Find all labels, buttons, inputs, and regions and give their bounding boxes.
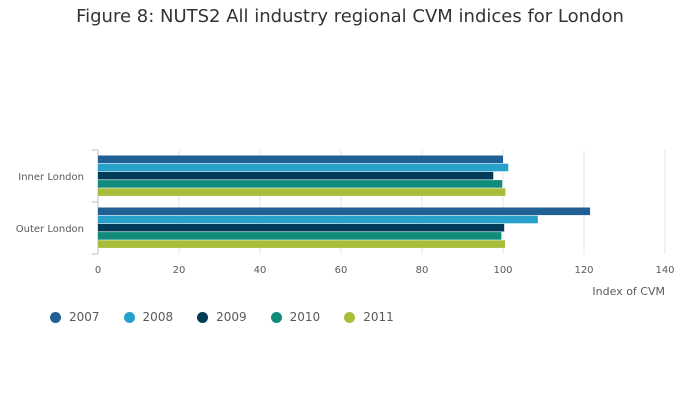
legend-label: 2008 (142, 310, 174, 324)
x-tick-label: 80 (416, 265, 429, 276)
legend-item-2011[interactable]: 2011 (344, 310, 394, 324)
bar-2011-outer-london (98, 240, 506, 248)
bar-2010-outer-london (98, 232, 502, 240)
x-tick-label: 120 (574, 265, 593, 276)
legend-item-2008[interactable]: 2008 (123, 310, 174, 324)
bar-2008-outer-london (98, 215, 538, 224)
x-tick-label: 40 (254, 265, 267, 276)
legend-marker (197, 311, 209, 323)
x-tick-label: 140 (655, 265, 674, 276)
legend-marker (270, 311, 282, 323)
chart-title: Figure 8: NUTS2 All industry regional CV… (76, 6, 624, 27)
legend-label: 2011 (363, 310, 394, 324)
legend: 2007 2008 2009 2010 2011 (50, 310, 394, 324)
legend-item-2010[interactable]: 2010 (270, 310, 321, 324)
bar-2008-inner-london (98, 163, 509, 172)
category-label: Outer London (16, 224, 84, 235)
legend-marker (123, 311, 135, 323)
x-tick-label: 60 (335, 265, 348, 276)
x-tick-label: 100 (493, 265, 512, 276)
bar-2010-inner-london (98, 180, 503, 188)
legend-label: 2007 (69, 310, 100, 324)
category-label: Inner London (18, 172, 84, 183)
bar-2009-outer-london (98, 223, 505, 232)
legend-label: 2009 (216, 310, 247, 324)
x-axis-label: Index of CVM (592, 285, 665, 298)
legend-label: 2010 (289, 310, 321, 324)
legend-item-2007[interactable]: 2007 (50, 310, 100, 324)
bar-2007-inner-london (98, 155, 503, 164)
bar-2009-inner-london (98, 171, 494, 180)
legend-item-2009[interactable]: 2009 (197, 310, 247, 324)
legend-marker (50, 311, 61, 323)
x-tick-label: 0 (95, 265, 101, 276)
x-tick-label: 20 (173, 265, 186, 276)
legend-marker (344, 311, 356, 323)
bar-2011-inner-london (98, 188, 506, 196)
bar-2007-outer-london (98, 207, 591, 216)
